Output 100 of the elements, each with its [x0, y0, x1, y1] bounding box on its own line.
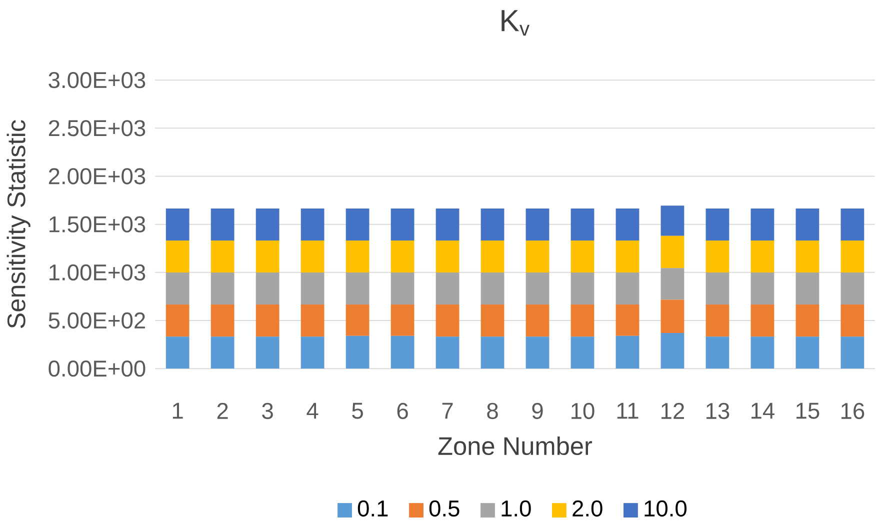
bar: [480, 272, 504, 305]
bar: [210, 304, 234, 337]
bar: [570, 240, 594, 273]
bar: [166, 208, 190, 241]
bar: [436, 336, 460, 369]
bar: [436, 304, 460, 337]
bar: [706, 272, 730, 305]
x-tick-label: 14: [752, 402, 774, 419]
bar: [526, 304, 550, 337]
bar: [436, 272, 460, 305]
bar: [480, 336, 504, 369]
bar: [526, 272, 550, 305]
x-tick-label: 6: [397, 402, 408, 420]
bar: [840, 208, 864, 241]
bar: [660, 206, 684, 236]
bar: [300, 304, 324, 337]
bar: [390, 336, 414, 369]
bar: [616, 304, 640, 336]
y-tick-label: 5.00E+02: [48, 312, 145, 329]
legend-label: 1.0: [502, 500, 531, 517]
bar: [256, 240, 280, 273]
bar: [660, 300, 684, 334]
bar: [300, 208, 324, 241]
x-tick-label: 5: [352, 402, 363, 419]
bar: [750, 304, 774, 337]
bar: [256, 272, 280, 305]
y-tick-label: 3.00E+03: [48, 72, 146, 88]
bar: [346, 272, 370, 305]
bar: [166, 304, 190, 337]
bar: [256, 304, 280, 337]
x-axis-title: Zone Number: [438, 436, 592, 456]
bar: [300, 336, 324, 369]
x-tick-label: 1: [172, 402, 183, 419]
bar: [436, 240, 460, 273]
bar: [390, 304, 414, 336]
x-tick-label: 3: [262, 402, 273, 420]
bar: [660, 333, 684, 369]
x-tick-label: 7: [442, 402, 453, 419]
y-tick-label: 2.50E+03: [48, 120, 146, 136]
bar: [210, 336, 234, 369]
x-tick-label: 4: [306, 402, 318, 419]
bar: [660, 236, 684, 268]
bar: [526, 336, 550, 369]
bar: [706, 336, 730, 369]
bar: [480, 304, 504, 337]
bar: [750, 208, 774, 241]
bar: [346, 240, 370, 273]
bar: [436, 208, 460, 241]
bar: [210, 208, 234, 241]
y-tick-label: 1.50E+03: [50, 216, 146, 233]
bar: [750, 240, 774, 273]
y-tick-label: 0.00E+00: [48, 360, 146, 377]
x-tick-label: 12: [662, 402, 684, 419]
bar: [750, 272, 774, 305]
bar: [346, 304, 370, 336]
bar: [210, 272, 234, 305]
bar: [570, 272, 594, 305]
bar: [570, 304, 594, 337]
bar: [796, 336, 820, 369]
x-tick-label: 8: [487, 402, 498, 420]
bar: [840, 240, 864, 273]
bar: [390, 272, 414, 305]
x-tick-label: 9: [532, 402, 543, 420]
bar: [796, 272, 820, 305]
bar: [796, 304, 820, 337]
bar: [840, 272, 864, 305]
bar: [346, 336, 370, 369]
legend-label: 0.1: [358, 500, 388, 517]
bar: [256, 208, 280, 241]
bar: [796, 240, 820, 273]
bar: [750, 336, 774, 369]
bar: [166, 336, 190, 369]
bar: [346, 208, 370, 241]
bar: [840, 336, 864, 369]
bar: [480, 208, 504, 241]
bar: [570, 336, 594, 369]
bar: [616, 240, 640, 273]
bar: [210, 240, 234, 273]
bar: [256, 336, 280, 369]
bar: [616, 272, 640, 305]
bar: [706, 240, 730, 273]
legend-label: 2.0: [572, 500, 602, 517]
legend-label: 10.0: [644, 500, 687, 517]
bar: [660, 268, 684, 300]
bar: [706, 208, 730, 241]
chart-title: K$_{v}$: [502, 10, 530, 36]
bar: [840, 304, 864, 337]
bar: [796, 208, 820, 241]
x-tick-label: 10: [572, 402, 594, 420]
legend-label: 0.5: [429, 500, 460, 517]
bar: [526, 240, 550, 273]
x-tick-label: 13: [706, 402, 730, 420]
bar: [616, 208, 640, 241]
y-tick-label: 1.00E+03: [50, 264, 146, 281]
bar: [166, 240, 190, 273]
x-tick-label: 2: [217, 402, 228, 419]
bar: [166, 272, 190, 305]
x-tick-label: 16: [842, 402, 864, 420]
bar: [526, 208, 550, 241]
bar: [300, 272, 324, 305]
